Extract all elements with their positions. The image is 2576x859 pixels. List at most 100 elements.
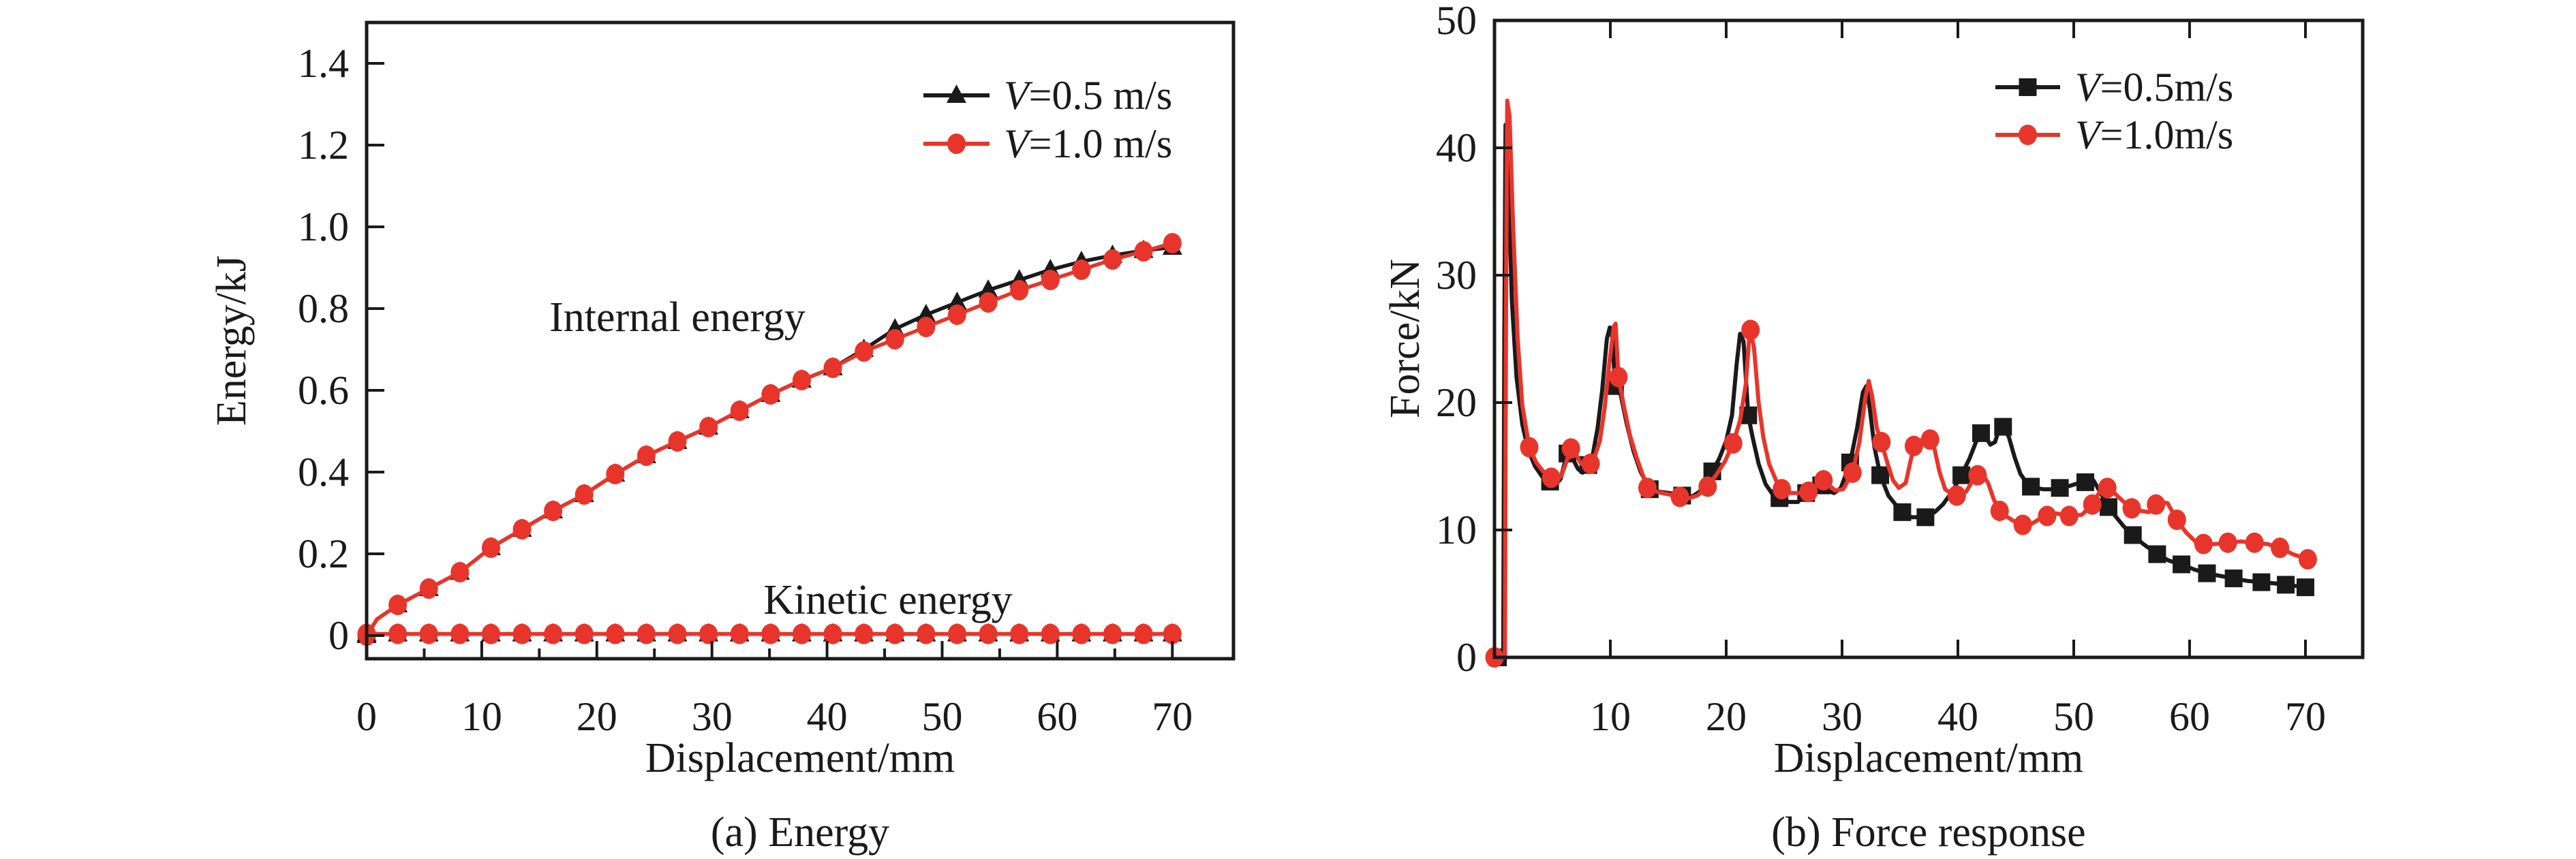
circle-marker (450, 562, 470, 582)
square-marker (1952, 466, 1971, 484)
circle-marker (2245, 532, 2264, 553)
circle-marker (917, 317, 936, 337)
square-marker (1871, 466, 1890, 484)
square-marker (2076, 473, 2094, 491)
y-tick-label: 0.8 (298, 286, 349, 331)
circle-marker (2167, 510, 2186, 531)
y-tick-label: 30 (1436, 253, 1477, 298)
circle-marker (823, 358, 842, 378)
y-tick-label: 1.4 (298, 41, 349, 86)
circle-marker (1134, 241, 1153, 262)
circle-marker (699, 417, 718, 437)
circle-marker (1799, 481, 1818, 502)
circle-marker (1561, 438, 1580, 459)
force-y-axis-title: Force/kN (1382, 258, 1428, 419)
circle-marker (730, 401, 749, 421)
legend-label: V=0.5 m/s (1004, 73, 1172, 118)
energy-panel: 0 10 20 30 40 50 60 70 0 0.2 0.4 0.6 0.8 1.0 1.2 1.4 V=0… (298, 20, 1236, 739)
energy-caption: (a) Energy (710, 809, 890, 856)
circle-marker (2194, 533, 2213, 555)
circle-marker (792, 623, 811, 644)
circle-marker (1010, 280, 1029, 300)
force-panel: 10 20 30 40 50 60 70 0 10 20 30 40 50 V=0.5m/sV=1.0m/… (1436, 0, 2365, 739)
energy-x-axis-title: Displacement/mm (645, 735, 955, 781)
circle-marker (512, 519, 532, 540)
legend-circle-marker (947, 134, 966, 154)
circle-marker (2059, 505, 2079, 527)
legend-label: V=1.0 m/s (1004, 121, 1172, 166)
circle-marker (481, 623, 500, 644)
circle-marker (2298, 549, 2317, 570)
square-marker (1893, 503, 1912, 521)
energy-y-axis-title: Energy/kJ (209, 255, 255, 426)
axis-box (365, 20, 1236, 661)
legend-label: V=0.5m/s (2075, 65, 2233, 110)
series-internal-energy-v1.0 (357, 233, 1182, 646)
circle-marker (885, 623, 904, 644)
circle-marker (606, 623, 625, 644)
circle-marker (574, 484, 594, 505)
circle-marker (1542, 467, 1561, 488)
x-tick-label: 50 (2053, 694, 2094, 739)
x-tick-label: 30 (1822, 694, 1862, 739)
circle-marker (761, 623, 780, 644)
circle-marker (388, 623, 408, 644)
x-tick-label: 60 (2169, 694, 2210, 739)
circle-marker (699, 623, 718, 644)
square-marker (2022, 478, 2040, 496)
circle-marker (606, 464, 625, 484)
circle-marker (1670, 486, 1689, 507)
series-force-v1.0 (1485, 98, 2317, 668)
triangle-marker (947, 292, 967, 310)
circle-marker (855, 623, 874, 644)
circle-marker (1947, 485, 1966, 506)
circle-marker (1968, 465, 1987, 486)
circle-marker (1041, 623, 1060, 644)
circle-marker (1843, 462, 1862, 483)
circle-marker (637, 446, 656, 466)
square-marker (2123, 526, 2142, 544)
circle-marker (1723, 433, 1743, 454)
circle-marker (668, 623, 687, 644)
square-marker (2252, 573, 2271, 591)
circle-marker (1134, 623, 1153, 644)
square-marker (2100, 498, 2117, 516)
circle-marker (2218, 532, 2237, 553)
circle-marker (544, 501, 563, 521)
legend-triangle-marker (947, 84, 966, 103)
square-marker (2148, 545, 2166, 563)
x-tick-label: 60 (1037, 694, 1077, 739)
circle-marker (823, 623, 842, 644)
circle-marker (1163, 623, 1182, 644)
y-tick-label: 1.0 (298, 204, 349, 249)
legend-circle-marker (2019, 125, 2037, 145)
circle-marker (2147, 494, 2166, 515)
x-tick-label: 30 (692, 694, 733, 739)
y-tick-label: 0.2 (298, 531, 349, 576)
circle-marker (1072, 260, 1091, 280)
circle-marker (761, 384, 780, 405)
circle-marker (450, 623, 470, 644)
y-tick-label: 1.2 (298, 123, 349, 168)
circle-marker (419, 578, 438, 599)
circle-marker (1520, 437, 1539, 458)
circle-marker (2098, 478, 2117, 499)
circle-marker (1773, 479, 1792, 500)
circle-marker (2013, 514, 2032, 535)
y-tick-label: 0.6 (298, 368, 349, 413)
circle-marker (1103, 249, 1122, 270)
y-tick-label: 20 (1436, 380, 1477, 425)
circle-marker (947, 304, 966, 325)
circle-marker (2083, 494, 2102, 515)
circle-marker (1072, 623, 1091, 644)
circle-marker (544, 623, 563, 644)
square-marker (1972, 424, 1990, 442)
circle-marker (1609, 366, 1628, 388)
y-tick-label: 0 (328, 613, 349, 658)
circle-marker (947, 623, 966, 644)
circle-marker (2122, 498, 2141, 519)
x-tick-label: 70 (2285, 694, 2326, 739)
circle-marker (885, 329, 904, 349)
force-caption: (b) Force response (1771, 809, 2086, 856)
circle-marker (1990, 500, 2009, 521)
